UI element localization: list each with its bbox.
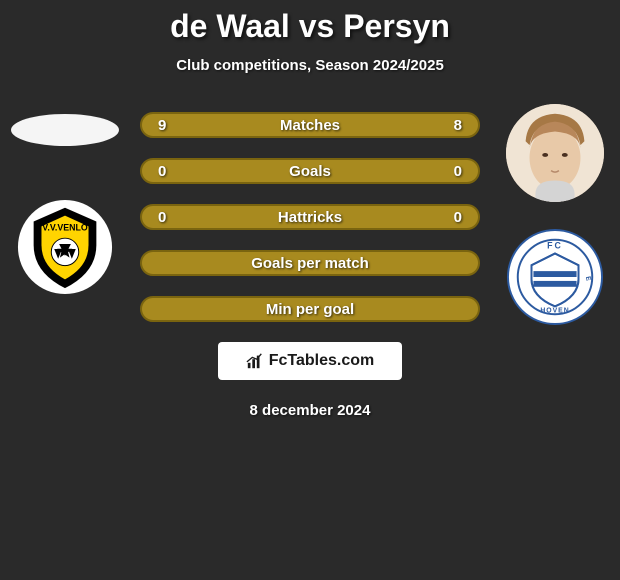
stat-bar-goals-per-match: Goals per match: [140, 250, 480, 276]
stat-right-value: 8: [442, 117, 462, 134]
page-title: de Waal vs Persyn: [170, 8, 450, 45]
stat-right-value: 0: [442, 209, 462, 226]
stat-left-value: 9: [158, 117, 178, 134]
player-right-photo: [506, 104, 604, 202]
club-left-logo: V.V.VENLO: [16, 198, 114, 296]
stat-bar-matches: 9 Matches 8: [140, 112, 480, 138]
stat-label: Hattricks: [278, 209, 342, 226]
stat-bar-goals: 0 Goals 0: [140, 158, 480, 184]
stat-left-value: 0: [158, 163, 178, 180]
club-right-logo: FC FC E HOVEN: [506, 228, 604, 326]
stat-right-value: 0: [442, 163, 462, 180]
watermark-badge: FcTables.com: [218, 342, 403, 380]
svg-text:HOVEN: HOVEN: [540, 307, 569, 314]
svg-text:V.V.VENLO: V.V.VENLO: [42, 222, 88, 232]
player-left-column: V.V.VENLO: [5, 104, 125, 296]
stat-label: Goals: [289, 163, 331, 180]
chart-icon: [246, 352, 264, 370]
svg-text:FC: FC: [547, 241, 563, 251]
stat-label: Matches: [280, 117, 340, 134]
svg-text:FC: FC: [506, 228, 519, 231]
player-left-photo: [11, 114, 119, 146]
comparison-body: V.V.VENLO: [0, 104, 620, 322]
stat-left-value: 0: [158, 209, 178, 226]
subtitle: Club competitions, Season 2024/2025: [176, 57, 444, 74]
stat-bars: 9 Matches 8 0 Goals 0 0 Hattricks 0 Goal…: [140, 112, 480, 322]
stat-label: Goals per match: [251, 255, 369, 272]
player-face-icon: [506, 104, 604, 202]
vvv-venlo-logo-icon: V.V.VENLO: [16, 198, 114, 296]
stat-bar-hattricks: 0 Hattricks 0: [140, 204, 480, 230]
fc-eindhoven-logo-icon: FC FC E HOVEN: [506, 228, 604, 326]
watermark-text: FcTables.com: [269, 352, 375, 370]
date-label: 8 december 2024: [250, 402, 371, 419]
player-right-column: FC FC E HOVEN: [495, 104, 615, 326]
comparison-card: de Waal vs Persyn Club competitions, Sea…: [0, 0, 620, 580]
stat-label: Min per goal: [266, 301, 354, 318]
stat-bar-min-per-goal: Min per goal: [140, 296, 480, 322]
